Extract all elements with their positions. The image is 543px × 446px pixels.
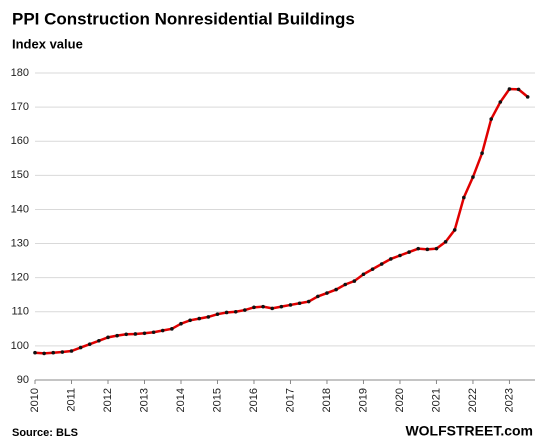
marker bbox=[197, 316, 202, 321]
marker bbox=[42, 351, 46, 356]
marker bbox=[179, 321, 183, 326]
marker bbox=[87, 342, 92, 346]
marker bbox=[516, 87, 521, 92]
marker bbox=[124, 332, 129, 337]
chart-title: PPI Construction Nonresidential Building… bbox=[12, 9, 355, 28]
marker bbox=[33, 350, 37, 355]
x-tick-label: 2011 bbox=[65, 388, 77, 412]
marker bbox=[51, 350, 56, 355]
marker bbox=[507, 87, 512, 91]
marker bbox=[443, 240, 448, 244]
marker bbox=[325, 291, 329, 295]
marker bbox=[297, 301, 302, 306]
marker bbox=[133, 332, 138, 336]
x-tick-label: 2013 bbox=[138, 388, 150, 412]
x-tick-label: 2019 bbox=[357, 388, 369, 412]
y-tick-label: 90 bbox=[17, 374, 29, 386]
marker bbox=[261, 304, 265, 309]
marker bbox=[160, 328, 165, 333]
marker bbox=[352, 279, 357, 283]
marker bbox=[452, 228, 457, 232]
marker bbox=[69, 349, 74, 353]
x-tick-label: 2017 bbox=[284, 388, 296, 412]
marker bbox=[188, 318, 192, 323]
marker bbox=[370, 267, 375, 271]
marker bbox=[343, 282, 348, 287]
x-tick-label: 2020 bbox=[394, 388, 406, 412]
marker bbox=[243, 308, 247, 312]
marker bbox=[434, 246, 439, 251]
marker bbox=[480, 151, 484, 155]
y-tick-label: 170 bbox=[11, 101, 29, 113]
chart-subtitle: Index value bbox=[12, 36, 83, 51]
y-tick-label: 150 bbox=[11, 169, 29, 181]
y-tick-label: 110 bbox=[11, 306, 29, 318]
x-tick-label: 2015 bbox=[211, 388, 223, 412]
y-tick-label: 130 bbox=[11, 237, 29, 249]
y-tick-label: 160 bbox=[11, 135, 29, 147]
marker bbox=[489, 117, 494, 121]
marker bbox=[279, 304, 284, 309]
marker bbox=[398, 253, 402, 258]
marker bbox=[462, 195, 466, 200]
marker bbox=[498, 100, 503, 104]
marker bbox=[106, 335, 110, 340]
marker bbox=[425, 247, 430, 252]
y-tick-label: 140 bbox=[11, 203, 29, 215]
marker bbox=[416, 246, 421, 251]
marker bbox=[115, 333, 119, 338]
source: Source: BLS bbox=[12, 427, 78, 439]
line bbox=[34, 87, 529, 355]
marker bbox=[379, 262, 384, 266]
marker bbox=[170, 327, 174, 331]
marker bbox=[97, 338, 101, 343]
x-tick-label: 2014 bbox=[175, 388, 187, 412]
marker bbox=[334, 287, 338, 292]
x-tick-label: 2016 bbox=[248, 388, 260, 412]
y-tick-label: 100 bbox=[11, 340, 29, 352]
marker bbox=[215, 312, 220, 316]
x-tick-label: 2023 bbox=[503, 388, 515, 412]
marker bbox=[471, 175, 475, 179]
marker bbox=[316, 294, 320, 299]
marker bbox=[389, 257, 393, 261]
marker bbox=[142, 331, 147, 336]
x-tick-label: 2022 bbox=[467, 388, 479, 412]
marker bbox=[525, 95, 530, 99]
x-tick-label: 2010 bbox=[29, 388, 41, 412]
marker bbox=[151, 330, 156, 335]
marker bbox=[270, 306, 275, 311]
y-tick-label: 120 bbox=[11, 272, 29, 284]
marker bbox=[78, 345, 83, 350]
marker bbox=[233, 309, 238, 314]
marker bbox=[252, 305, 256, 310]
marker bbox=[407, 250, 411, 254]
marker bbox=[224, 310, 229, 315]
x-tick-label: 2012 bbox=[102, 388, 114, 412]
x-tick-label: 2021 bbox=[430, 388, 442, 412]
watermark: WOLFSTREET.com bbox=[405, 423, 533, 439]
marker bbox=[361, 272, 366, 277]
x-tick-label: 2018 bbox=[321, 388, 333, 412]
marker bbox=[306, 299, 311, 304]
marker bbox=[206, 315, 211, 319]
marker bbox=[288, 303, 293, 307]
marker bbox=[60, 350, 65, 354]
y-tick-label: 180 bbox=[11, 67, 29, 79]
